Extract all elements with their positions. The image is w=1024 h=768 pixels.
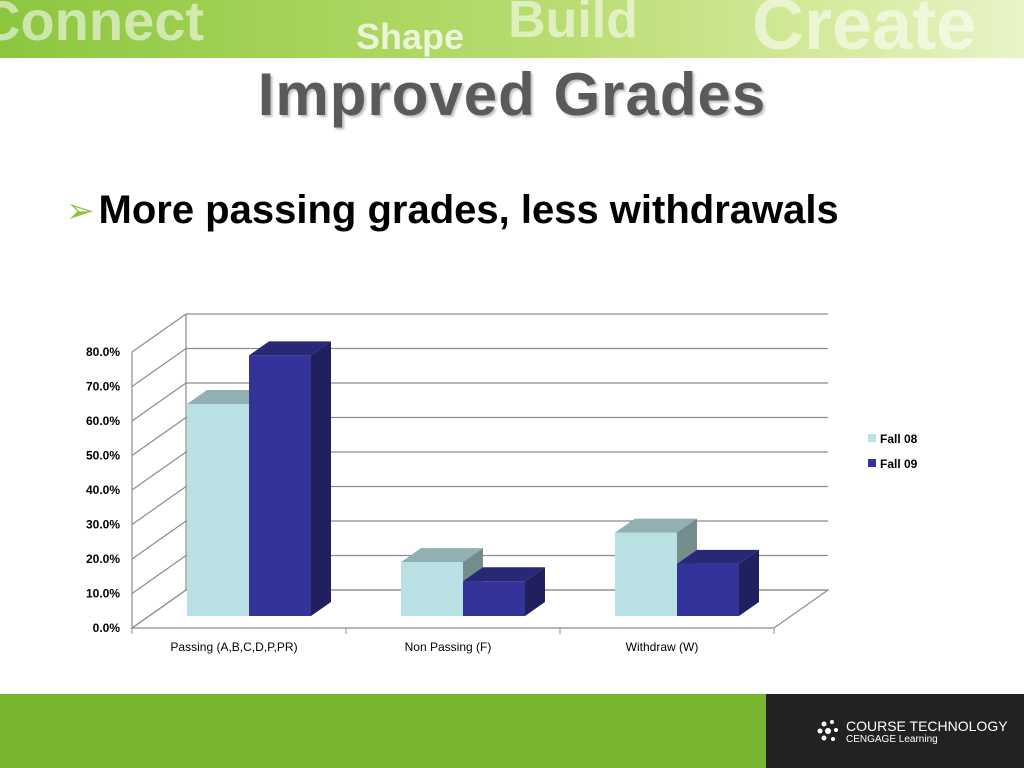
brand-name: COURSE TECHNOLOGY (846, 718, 1008, 734)
arrow-bullet-icon: ➢ (66, 191, 95, 230)
bullet-text: More passing grades, less withdrawals (98, 188, 839, 232)
bar-top (463, 567, 545, 582)
bar-chart: 0.0% 10.0% 20.0% 30.0% 40.0% 50.0% 60.0% 70.0% 8… (86, 313, 918, 654)
banner-word-shape: Shape (356, 16, 465, 57)
y-tick-label: 80.0% (86, 345, 120, 359)
legend-label: Fall 08 (880, 432, 918, 446)
footer-green-band (0, 694, 766, 768)
y-tick-label: 50.0% (86, 449, 120, 463)
gridline-side (131, 520, 187, 560)
bar-fall-09 (249, 341, 331, 616)
y-tick-label: 40.0% (86, 483, 120, 497)
y-tick-label: 20.0% (86, 552, 120, 566)
slide-title: Improved Grades (257, 61, 767, 128)
legend-swatch (868, 434, 876, 442)
gridline-side (131, 451, 187, 491)
banner-word-connect: Connect (0, 0, 204, 52)
gridline-side (131, 486, 187, 525)
header-banner: Connect Shape Build Create (0, 0, 1024, 58)
bar-front (677, 563, 739, 616)
x-category-label: Withdraw (W) (626, 640, 699, 654)
x-category-label: Non Passing (F) (405, 640, 492, 654)
y-tick-label: 70.0% (86, 380, 120, 394)
footer-bar: COURSE TECHNOLOGY CENGAGE Learning (0, 694, 1024, 768)
chart-axes (130, 314, 830, 634)
y-tick-label: 30.0% (86, 518, 120, 532)
legend-swatch (868, 459, 876, 467)
legend-label: Fall 09 (880, 457, 918, 471)
bar-top (249, 341, 331, 356)
bar-top (677, 549, 759, 564)
y-tick-label: 0.0% (93, 621, 121, 635)
bar-fall-09 (677, 549, 759, 616)
bar-side (311, 341, 331, 616)
y-tick-label: 60.0% (86, 414, 120, 428)
bar-fall-09 (463, 567, 545, 616)
gridline-side (131, 555, 187, 594)
bar-side (739, 549, 759, 616)
banner-word-build: Build (508, 0, 638, 49)
bar-top (615, 518, 697, 533)
bar-front (615, 532, 677, 616)
banner-word-create: Create (752, 0, 977, 58)
chart-legend: Fall 08 Fall 09 (868, 432, 918, 471)
brand-subname: CENGAGE Learning (846, 734, 938, 745)
chart-bars (187, 341, 759, 616)
gridline-side (131, 313, 187, 353)
bar-front (249, 355, 311, 616)
footer-brand-panel (766, 694, 1024, 768)
gridline-side (131, 417, 187, 456)
y-tick-label: 10.0% (86, 587, 120, 601)
cengage-logo-icon (817, 720, 838, 741)
bar-side (525, 567, 545, 616)
bar-front (187, 404, 249, 616)
gridline-side (131, 348, 187, 387)
bar-front (463, 581, 525, 616)
chart-labels: 0.0% 10.0% 20.0% 30.0% 40.0% 50.0% 60.0% 70.0% 8… (86, 345, 698, 654)
bar-fall-08 (401, 548, 483, 616)
x-category-label: Passing (A,B,C,D,P,PR) (170, 640, 297, 654)
bar-top (187, 390, 269, 405)
bullet-point: ➢ More passing grades, less withdrawals (66, 188, 839, 233)
gridline-side (131, 382, 187, 422)
bar-front (401, 562, 463, 616)
bar-top (401, 548, 483, 563)
